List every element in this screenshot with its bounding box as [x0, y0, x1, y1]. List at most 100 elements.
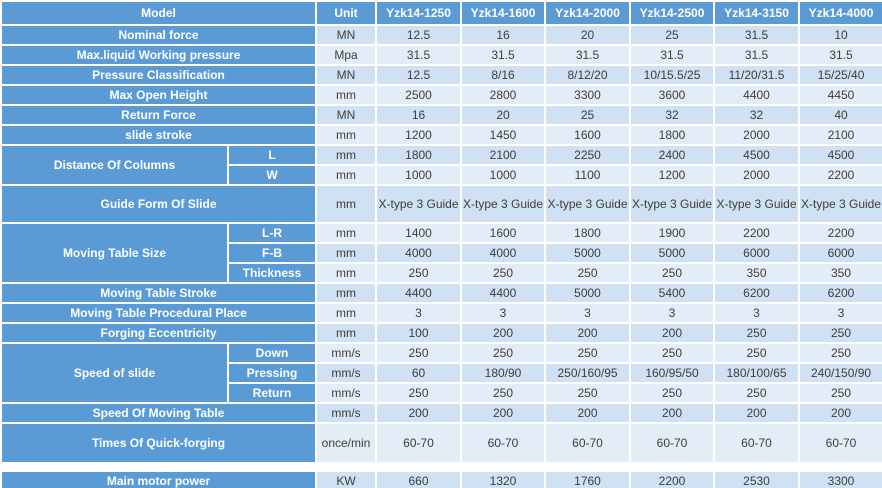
unit-cell: mm — [315, 262, 378, 284]
value-cell: 2100 — [460, 144, 547, 166]
table-row: Return mm/s 250 250 250 250 250 250 — [1, 382, 882, 404]
unit-cell: MN — [315, 24, 378, 46]
value-cell: 1200 — [375, 124, 463, 146]
value-cell: 4400 — [375, 282, 463, 304]
value-cell: 2200 — [713, 222, 801, 244]
value-cell: 200 — [460, 322, 547, 344]
value-cell: 60-70 — [798, 422, 882, 464]
value-cell: 200 — [629, 322, 716, 344]
value-cell: 2250 — [544, 144, 632, 166]
value-cell: X-type 3 Guide — [375, 184, 463, 224]
value-cell: 250 — [544, 262, 632, 284]
value-cell: 250 — [798, 322, 882, 344]
value-cell: 1800 — [629, 124, 716, 146]
value-cell: 2530 — [713, 470, 801, 488]
value-cell: 60-70 — [375, 422, 463, 464]
value-cell: 100 — [375, 322, 463, 344]
value-cell: X-type 3 Guide — [460, 184, 547, 224]
group-label: Moving Table Size — [0, 222, 229, 284]
value-cell: X-type 3 Guide — [798, 184, 882, 224]
spacer-cell — [1, 463, 882, 471]
header-model-col: Yzk14-1250 — [375, 0, 463, 26]
value-cell: 31.5 — [713, 44, 801, 66]
sub-label: L — [226, 144, 318, 166]
value-cell: 31.5 — [629, 44, 716, 66]
row-label: Max.liquid Working pressure — [0, 44, 318, 66]
unit-cell: mm — [315, 124, 378, 146]
value-cell: 3300 — [798, 470, 882, 488]
value-cell: 16 — [375, 104, 463, 126]
value-cell: 1200 — [629, 164, 716, 186]
value-cell: 160/95/50 — [629, 362, 716, 384]
value-cell: 200 — [544, 322, 632, 344]
value-cell: 1320 — [460, 470, 547, 488]
value-cell: 1100 — [544, 164, 632, 186]
header-row: Model Unit Yzk14-1250 Yzk14-1600 Yzk14-2000 Y… — [0, 0, 882, 26]
header-unit: Unit — [315, 0, 378, 26]
value-cell: 200 — [544, 402, 632, 424]
unit-cell: mm/s — [315, 402, 378, 424]
table-row: Speed Of Moving Table mm/s 200 200 200 200 200… — [0, 402, 882, 424]
value-cell: 4450 — [798, 84, 882, 106]
sub-label: Thickness — [226, 262, 318, 284]
value-cell: 200 — [798, 402, 882, 424]
value-cell: 2800 — [460, 84, 547, 106]
value-cell: 250 — [629, 382, 716, 404]
value-cell: 200 — [375, 402, 463, 424]
value-cell: 3 — [798, 302, 882, 324]
value-cell: 240/150/90 — [798, 362, 882, 384]
unit-cell: mm — [315, 242, 378, 264]
value-cell: 5000 — [544, 282, 632, 304]
unit-cell: mm/s — [315, 382, 378, 404]
group-label: Distance Of Columns — [0, 144, 229, 186]
table-row: Nominal force MN 12.5 16 20 25 31.5 10 — [0, 24, 882, 46]
unit-cell: once/min — [315, 422, 378, 464]
row-label: Times Of Quick-forging — [0, 422, 318, 464]
row-label: Speed Of Moving Table — [0, 402, 318, 424]
value-cell: 4500 — [713, 144, 801, 166]
value-cell: 6200 — [713, 282, 801, 304]
value-cell: 16 — [460, 24, 547, 46]
value-cell: 1400 — [375, 222, 463, 244]
value-cell: 1000 — [460, 164, 547, 186]
unit-cell: MN — [315, 104, 378, 126]
unit-cell: mm — [315, 164, 378, 186]
value-cell: 1800 — [544, 222, 632, 244]
table-row: Pressing mm/s 60 180/90 250/160/95 160/95/50 1… — [1, 362, 882, 384]
value-cell: 250 — [713, 382, 801, 404]
value-cell: X-type 3 Guide — [544, 184, 632, 224]
table-row: Guide Form Of Slide mm X-type 3 Guide X-typ… — [0, 184, 882, 224]
value-cell: 4400 — [460, 282, 547, 304]
value-cell: 31.5 — [460, 44, 547, 66]
table-row: Thickness mm 250 250 250 250 350 350 — [1, 262, 882, 284]
sub-label: W — [226, 164, 318, 186]
sub-label: Pressing — [226, 362, 318, 384]
value-cell: 180/100/65 — [713, 362, 801, 384]
value-cell: 250 — [375, 382, 463, 404]
value-cell: 250 — [460, 262, 547, 284]
value-cell: 350 — [798, 262, 882, 284]
row-label: Main motor power — [0, 470, 318, 488]
value-cell: 2400 — [629, 144, 716, 166]
unit-cell: mm — [315, 84, 378, 106]
table-row: Return Force MN 16 20 25 32 32 40 — [0, 104, 882, 126]
value-cell: 1450 — [460, 124, 547, 146]
unit-cell: mm — [315, 302, 378, 324]
value-cell: 3 — [460, 302, 547, 324]
value-cell: 3 — [375, 302, 463, 324]
value-cell: 1900 — [629, 222, 716, 244]
value-cell: 12.5 — [375, 64, 463, 86]
value-cell: 660 — [375, 470, 463, 488]
value-cell: 15/25/40 — [798, 64, 882, 86]
row-label: Forging Eccentricity — [0, 322, 318, 344]
value-cell: 3600 — [629, 84, 716, 106]
value-cell: 3300 — [544, 84, 632, 106]
value-cell: 20 — [544, 24, 632, 46]
row-label: Pressure Classification — [0, 64, 318, 86]
value-cell: 32 — [629, 104, 716, 126]
value-cell: 250 — [713, 342, 801, 364]
value-cell: 25 — [544, 104, 632, 126]
value-cell: 10 — [798, 24, 882, 46]
